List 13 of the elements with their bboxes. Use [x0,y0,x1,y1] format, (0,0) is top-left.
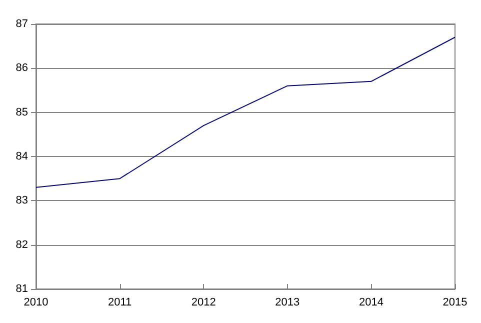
y-tick-label: 84 [16,150,28,162]
y-tick-label: 86 [16,62,28,74]
x-tick-label: 2014 [358,296,384,308]
x-tick-label: 2011 [108,296,132,308]
y-tick-label: 83 [16,194,28,207]
x-tick-label: 2015 [442,296,468,308]
x-tick-label: 2010 [24,296,48,308]
x-tick-label: 2012 [191,296,216,308]
y-tick-label: 82 [16,238,28,251]
y-tick-label: 81 [16,283,28,295]
x-tick-label: 2013 [275,296,300,308]
y-tick-label: 85 [16,106,28,118]
y-tick-label: 87 [16,18,28,30]
